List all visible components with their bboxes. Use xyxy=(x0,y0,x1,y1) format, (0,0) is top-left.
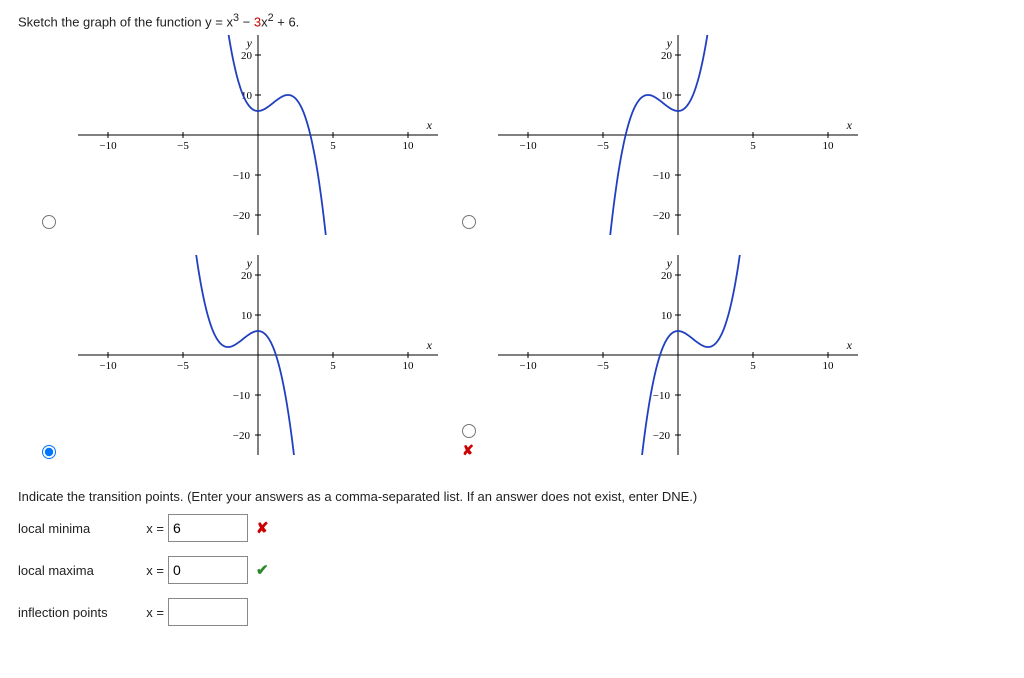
svg-text:5: 5 xyxy=(330,140,336,152)
inflection-label: inflection points xyxy=(18,605,138,620)
xeq-3: x = xyxy=(138,605,168,620)
answer-grid: local minima x = ✘ local maxima x = ✔ in… xyxy=(18,514,1006,626)
svg-text:x: x xyxy=(426,118,433,132)
inflection-input[interactable] xyxy=(168,598,248,626)
xeq-1: x = xyxy=(138,521,168,536)
choice-B-graph: −10 −5 5 10 −20 −10 10 20 x y xyxy=(498,35,858,245)
svg-text:−5: −5 xyxy=(177,360,189,372)
svg-text:y: y xyxy=(666,256,673,270)
local-maxima-feedback: ✔ xyxy=(248,561,278,579)
choice-D-mark: ✘ xyxy=(462,442,474,459)
svg-text:x: x xyxy=(846,338,853,352)
choice-A-graph: −10−5510−20−101020xy xyxy=(78,35,438,245)
svg-text:x: x xyxy=(426,338,433,352)
xeq-2: x = xyxy=(138,563,168,578)
svg-text:x: x xyxy=(846,118,853,132)
choice-B-radio[interactable] xyxy=(462,215,476,229)
svg-text:10: 10 xyxy=(403,360,415,372)
choice-C-radio[interactable] xyxy=(42,445,56,459)
svg-text:10: 10 xyxy=(661,90,673,102)
local-minima-input[interactable] xyxy=(168,514,248,542)
svg-text:20: 20 xyxy=(241,270,253,282)
local-maxima-label: local maxima xyxy=(18,563,138,578)
svg-text:5: 5 xyxy=(750,140,756,152)
svg-text:y: y xyxy=(246,256,253,270)
svg-text:10: 10 xyxy=(823,360,835,372)
question-title: Sketch the graph of the function y = x3 … xyxy=(18,12,1006,29)
svg-text:5: 5 xyxy=(330,360,336,372)
svg-text:−10: −10 xyxy=(233,170,251,182)
svg-text:−5: −5 xyxy=(597,360,609,372)
svg-text:−10: −10 xyxy=(99,140,117,152)
choice-A-radio[interactable] xyxy=(42,215,56,229)
svg-text:20: 20 xyxy=(661,50,673,62)
svg-text:−20: −20 xyxy=(653,430,671,442)
svg-text:5: 5 xyxy=(750,360,756,372)
svg-text:−20: −20 xyxy=(653,210,671,222)
svg-text:y: y xyxy=(666,36,673,50)
svg-text:−5: −5 xyxy=(597,140,609,152)
svg-text:10: 10 xyxy=(403,140,415,152)
svg-text:10: 10 xyxy=(823,140,835,152)
svg-text:−10: −10 xyxy=(233,390,251,402)
svg-text:−20: −20 xyxy=(233,430,251,442)
svg-text:y: y xyxy=(246,36,253,50)
local-maxima-input[interactable] xyxy=(168,556,248,584)
svg-text:20: 20 xyxy=(661,270,673,282)
local-minima-feedback: ✘ xyxy=(248,519,278,537)
graph-choice-grid: −10 −5 5 10 −20 −10 10 20 x y −10 −5 5 10 −20 −10 10 20 x… xyxy=(18,35,1006,475)
svg-text:−5: −5 xyxy=(177,140,189,152)
local-minima-label: local minima xyxy=(18,521,138,536)
svg-text:−10: −10 xyxy=(653,170,671,182)
svg-text:−20: −20 xyxy=(233,210,251,222)
choice-D-graph: −10 −5 5 10 −20 −10 10 20 x y xyxy=(498,255,858,475)
choice-D-radio[interactable] xyxy=(462,424,476,438)
choice-C-graph: −10 −5 5 10 −20 −10 10 20 x y xyxy=(78,255,438,475)
svg-text:−10: −10 xyxy=(519,140,537,152)
svg-text:−10: −10 xyxy=(519,360,537,372)
transition-prompt: Indicate the transition points. (Enter y… xyxy=(18,489,1006,504)
svg-text:−10: −10 xyxy=(99,360,117,372)
svg-text:−10: −10 xyxy=(653,390,671,402)
svg-text:20: 20 xyxy=(241,50,253,62)
svg-text:10: 10 xyxy=(241,310,253,322)
svg-text:10: 10 xyxy=(661,310,673,322)
